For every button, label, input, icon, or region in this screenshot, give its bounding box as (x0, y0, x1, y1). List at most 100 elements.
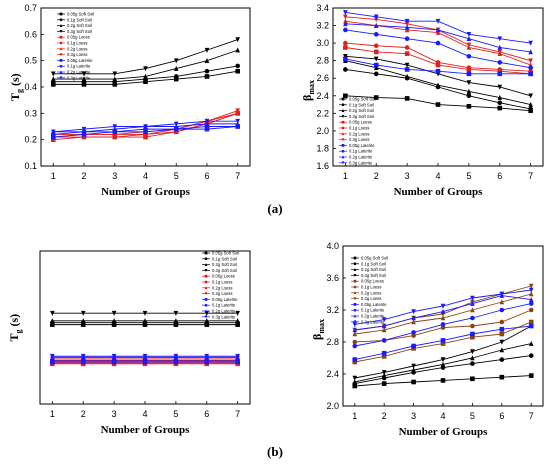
y-tick-label: 3.2 (326, 305, 339, 315)
legend-marker (59, 53, 63, 57)
legend-marker-wrap (204, 298, 208, 301)
data-point (499, 291, 505, 297)
x-axis-label: Number of Groups (394, 186, 484, 198)
legend-marker-wrap (353, 285, 357, 289)
data-point (411, 315, 416, 321)
legend-label: 0.3g Laterite (361, 319, 385, 324)
legend-marker (353, 256, 357, 260)
x-tick-label: 3 (112, 171, 117, 181)
legend-marker (59, 59, 63, 62)
data-point (143, 66, 148, 72)
data-point (435, 102, 441, 107)
data-point (466, 80, 472, 86)
legend-label: 0.3g Laterite (349, 160, 373, 165)
legend-label: 0.05g Laterite (212, 297, 238, 302)
data-point (528, 373, 534, 378)
legend-marker-wrap (341, 120, 345, 124)
data-point (173, 65, 179, 71)
legend-marker (353, 297, 357, 301)
data-point (499, 307, 505, 313)
data-point (528, 106, 533, 112)
series-8 (343, 56, 533, 77)
data-point (404, 27, 410, 33)
legend-marker (204, 303, 208, 307)
data-point (143, 79, 148, 85)
x-tick-label: 1 (50, 409, 55, 419)
series-2 (352, 340, 534, 385)
data-point (235, 68, 241, 74)
y-tick-label: 3.6 (326, 273, 339, 283)
y-tick-label: 2.8 (326, 337, 339, 347)
data-point (343, 21, 348, 27)
legend-marker-wrap (59, 12, 63, 16)
legend-marker-wrap (204, 262, 208, 266)
legend-marker-wrap (341, 115, 345, 119)
data-point (173, 58, 179, 64)
chart-b-right: 1 2 3 4 5 6 7 2.0 2.4 2.8 3.2 3.6 4.0 Number of Group… (310, 241, 544, 438)
x-tick-label: 7 (235, 409, 240, 419)
legend-label: 0.05g Soft Soil (212, 251, 239, 256)
x-tick-label: 6 (204, 409, 209, 419)
series-3 (50, 37, 241, 77)
legend-label: 0.2g Laterite (212, 309, 236, 314)
x-tick-label: 2 (81, 409, 86, 419)
x-tick-label: 3 (411, 411, 416, 421)
data-point (235, 353, 240, 359)
legend-label: 0.05g Loess (212, 274, 235, 279)
legend-label: 0.05g Laterite (361, 302, 387, 307)
data-point (235, 47, 241, 53)
data-point (470, 307, 475, 313)
series-9 (343, 27, 533, 70)
y-tick-label: 0.3 (24, 108, 37, 118)
data-point (440, 308, 446, 314)
legend-marker (204, 269, 208, 273)
legend-marker-wrap (341, 144, 345, 147)
y-tick-label: 2.8 (316, 56, 329, 66)
y-tick-label: 2.4 (316, 91, 329, 101)
data-point (373, 56, 379, 62)
data-point (352, 343, 358, 349)
legend-label: 0.3g Laterite (67, 75, 91, 80)
data-point (499, 339, 505, 345)
data-point (466, 104, 472, 109)
legend-marker (353, 303, 357, 306)
data-point (204, 74, 210, 79)
data-point (111, 310, 117, 316)
series-0 (50, 68, 241, 87)
legend-marker (341, 138, 345, 142)
data-point (528, 296, 534, 302)
data-point (112, 82, 118, 87)
data-point (373, 22, 379, 28)
data-point (404, 96, 410, 101)
legend-label: 0.2g Soft Soil (349, 108, 374, 113)
y-tick-label: 2.6 (316, 73, 329, 83)
x-axis-label: Number of Groups (399, 426, 489, 438)
data-point (470, 331, 475, 337)
data-point (440, 325, 446, 330)
series-11 (50, 353, 240, 359)
data-point (381, 381, 387, 386)
legend-marker-wrap (353, 274, 357, 278)
data-point (381, 354, 387, 359)
data-point (81, 126, 87, 132)
data-point (528, 58, 533, 64)
legend-marker (59, 23, 63, 27)
legend-marker-wrap (59, 76, 63, 80)
data-point (528, 323, 534, 329)
series-9 (352, 301, 534, 349)
x-tick-label: 1 (352, 411, 357, 421)
data-point (404, 73, 410, 79)
series-11 (50, 118, 241, 135)
legend-marker-wrap (59, 30, 63, 34)
data-point (235, 318, 240, 324)
legend-marker-wrap (204, 286, 208, 290)
legend-marker-wrap (204, 251, 208, 255)
legend-marker-wrap (341, 149, 345, 153)
legend-label: 0.2g Loess (212, 285, 233, 290)
y-tick-label: 2.2 (316, 108, 329, 118)
data-point (440, 361, 446, 367)
data-point (404, 21, 410, 27)
legend-marker-wrap (59, 18, 63, 22)
data-point (381, 370, 387, 376)
